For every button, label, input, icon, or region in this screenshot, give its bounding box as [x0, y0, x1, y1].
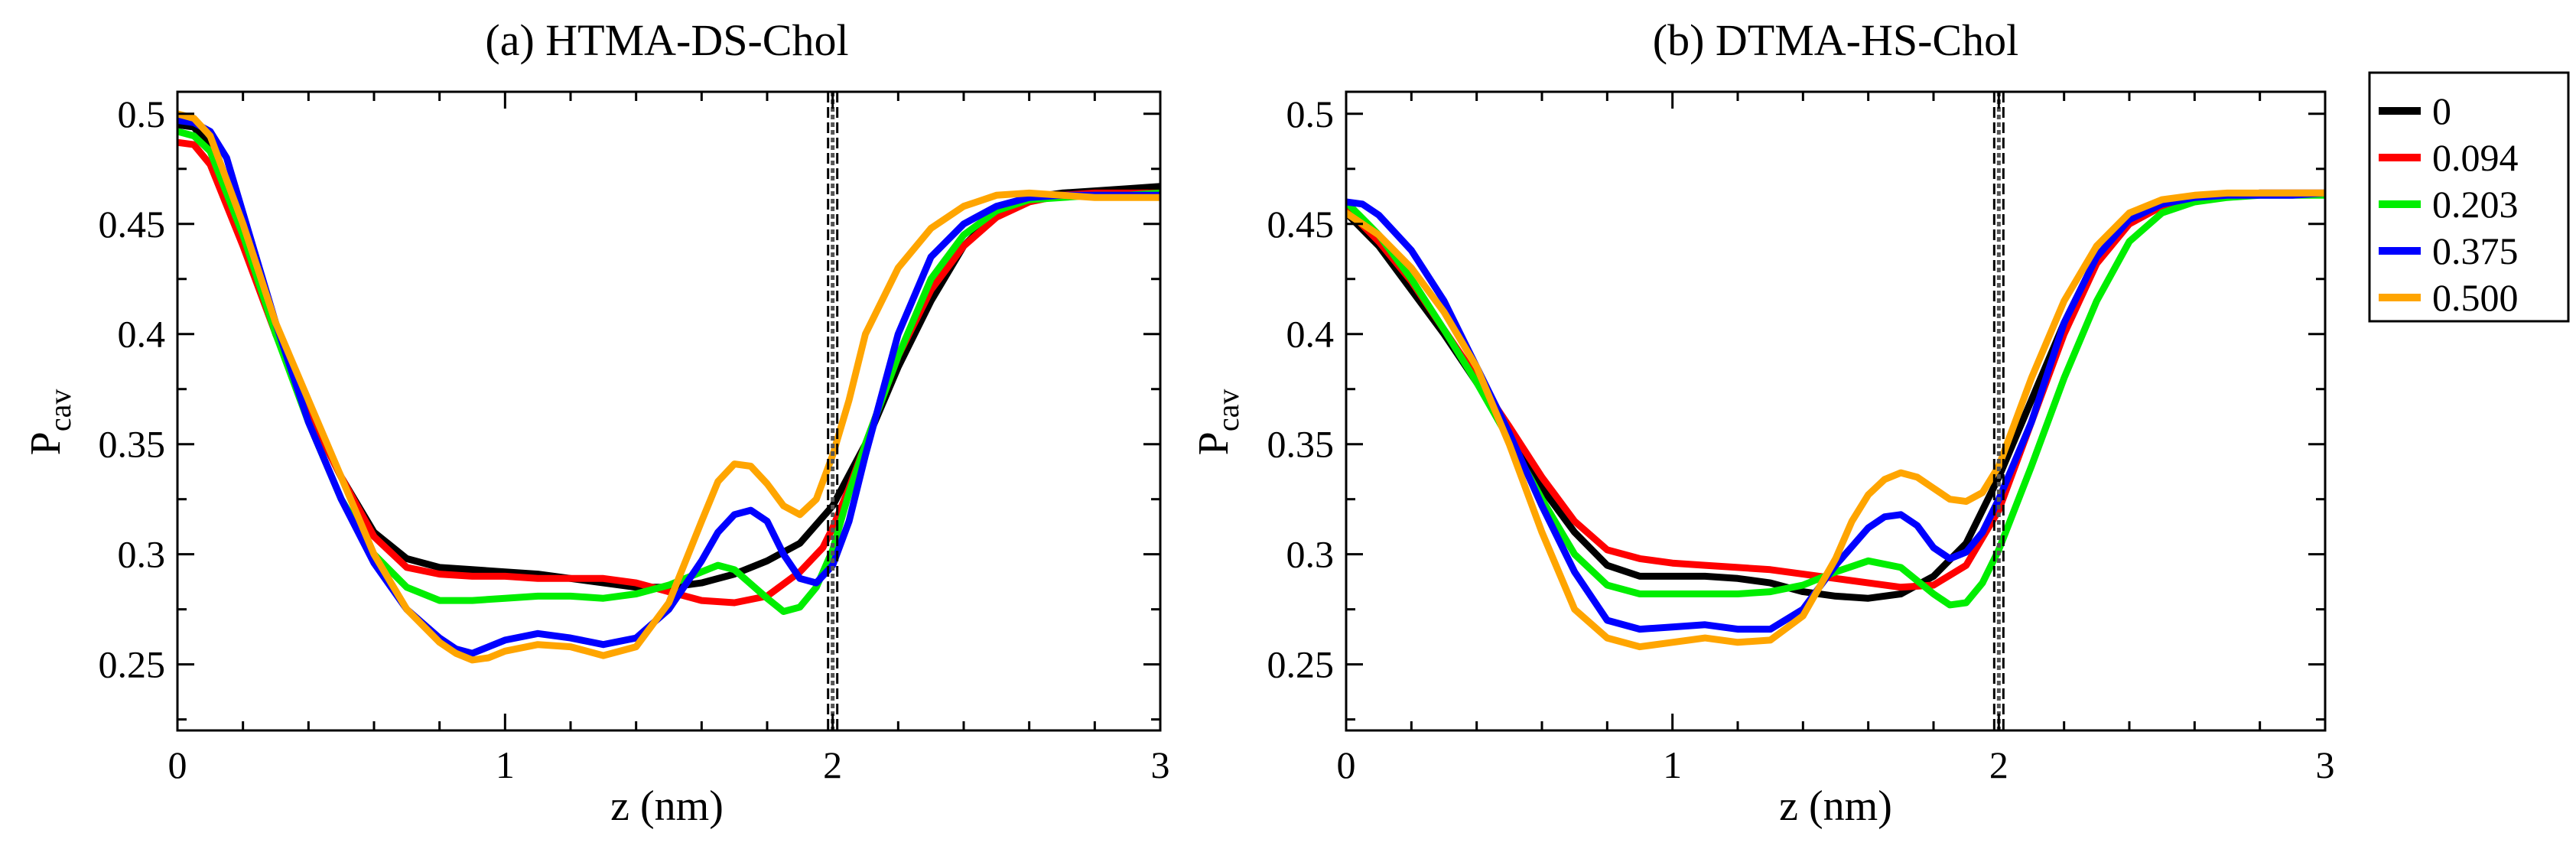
panel-b-title: (b) DTMA-HS-Chol — [1653, 15, 2018, 65]
panel-b-x-tick-label: 1 — [1663, 743, 1682, 786]
panel-a-series-0_094-line — [177, 138, 1160, 607]
panel-b: (b) DTMA-HS-Chol z (nm) Pcav 0 1 2 3 0.25 0.3… — [1190, 15, 2335, 830]
panel-a-y-axis-title: Pcav — [22, 389, 77, 456]
panel-b-x-tick-label: 3 — [2316, 743, 2335, 786]
panel-a-title: (a) HTMA-DS-Chol — [485, 15, 848, 65]
panel-b-series-0_094-line — [1346, 189, 2325, 591]
panel-a-plot-frame — [176, 90, 1162, 732]
panel-a-y-tick-label: 0.25 — [99, 643, 166, 686]
panel-a-x-tick-label: 0 — [168, 743, 187, 786]
panel-b-series-0_375-line — [1346, 189, 2325, 633]
panel-b-y-axis-title: Pcav — [1190, 389, 1245, 456]
panel-b-y-axis-title-sub: cav — [1211, 389, 1245, 432]
legend-label-0_500: 0.500 — [2432, 276, 2519, 319]
panel-a-y-tick-label: 0.4 — [118, 313, 166, 356]
panel-b-x-tick-label: 0 — [1337, 743, 1356, 786]
legend-label-0_203: 0.203 — [2432, 183, 2519, 226]
legend-label-0_375: 0.375 — [2432, 229, 2519, 272]
panel-b-series-0_500-line — [1346, 189, 2325, 651]
panel-b-plot-frame — [1345, 90, 2327, 732]
panel-a-x-tick-label: 2 — [823, 743, 842, 786]
panel-b-x-axis-title: z (nm) — [1779, 782, 1892, 830]
panel-a-x-tick-label: 3 — [1151, 743, 1170, 786]
panel-a-y-tick-label: 0.45 — [99, 203, 166, 246]
panel-b-y-tick-label: 0.4 — [1286, 313, 1335, 356]
panel-a-series-0_500-line — [177, 110, 1160, 664]
panel-a-x-tick-label: 1 — [496, 743, 515, 786]
panel-b-y-tick-label: 0.5 — [1286, 93, 1335, 135]
panel-a: (a) HTMA-DS-Chol z (nm) Pcav 0 1 2 3 0.25 0.3… — [22, 15, 1170, 830]
panel-a-y-tick-label: 0.5 — [118, 93, 166, 135]
panel-a-series-0_375-line — [177, 116, 1160, 657]
panel-a-x-axis-title: z (nm) — [610, 782, 724, 830]
panel-b-y-tick-label: 0.45 — [1267, 203, 1335, 246]
panel-a-y-axis-title-main: P — [22, 431, 70, 455]
panel-b-y-tick-label: 0.3 — [1286, 533, 1335, 576]
panel-b-y-tick-label: 0.35 — [1267, 423, 1335, 466]
panel-b-y-tick-label: 0.25 — [1267, 643, 1335, 686]
legend-label-0: 0 — [2432, 89, 2451, 132]
panel-a-y-axis-title-sub: cav — [43, 389, 77, 432]
panel-a-y-tick-label: 0.3 — [118, 533, 166, 576]
panel-a-y-tick-label: 0.35 — [99, 423, 166, 466]
panel-b-y-axis-title-main: P — [1190, 431, 1238, 455]
legend-label-0_094: 0.094 — [2432, 136, 2519, 179]
panel-b-x-tick-label: 2 — [1989, 743, 2008, 786]
